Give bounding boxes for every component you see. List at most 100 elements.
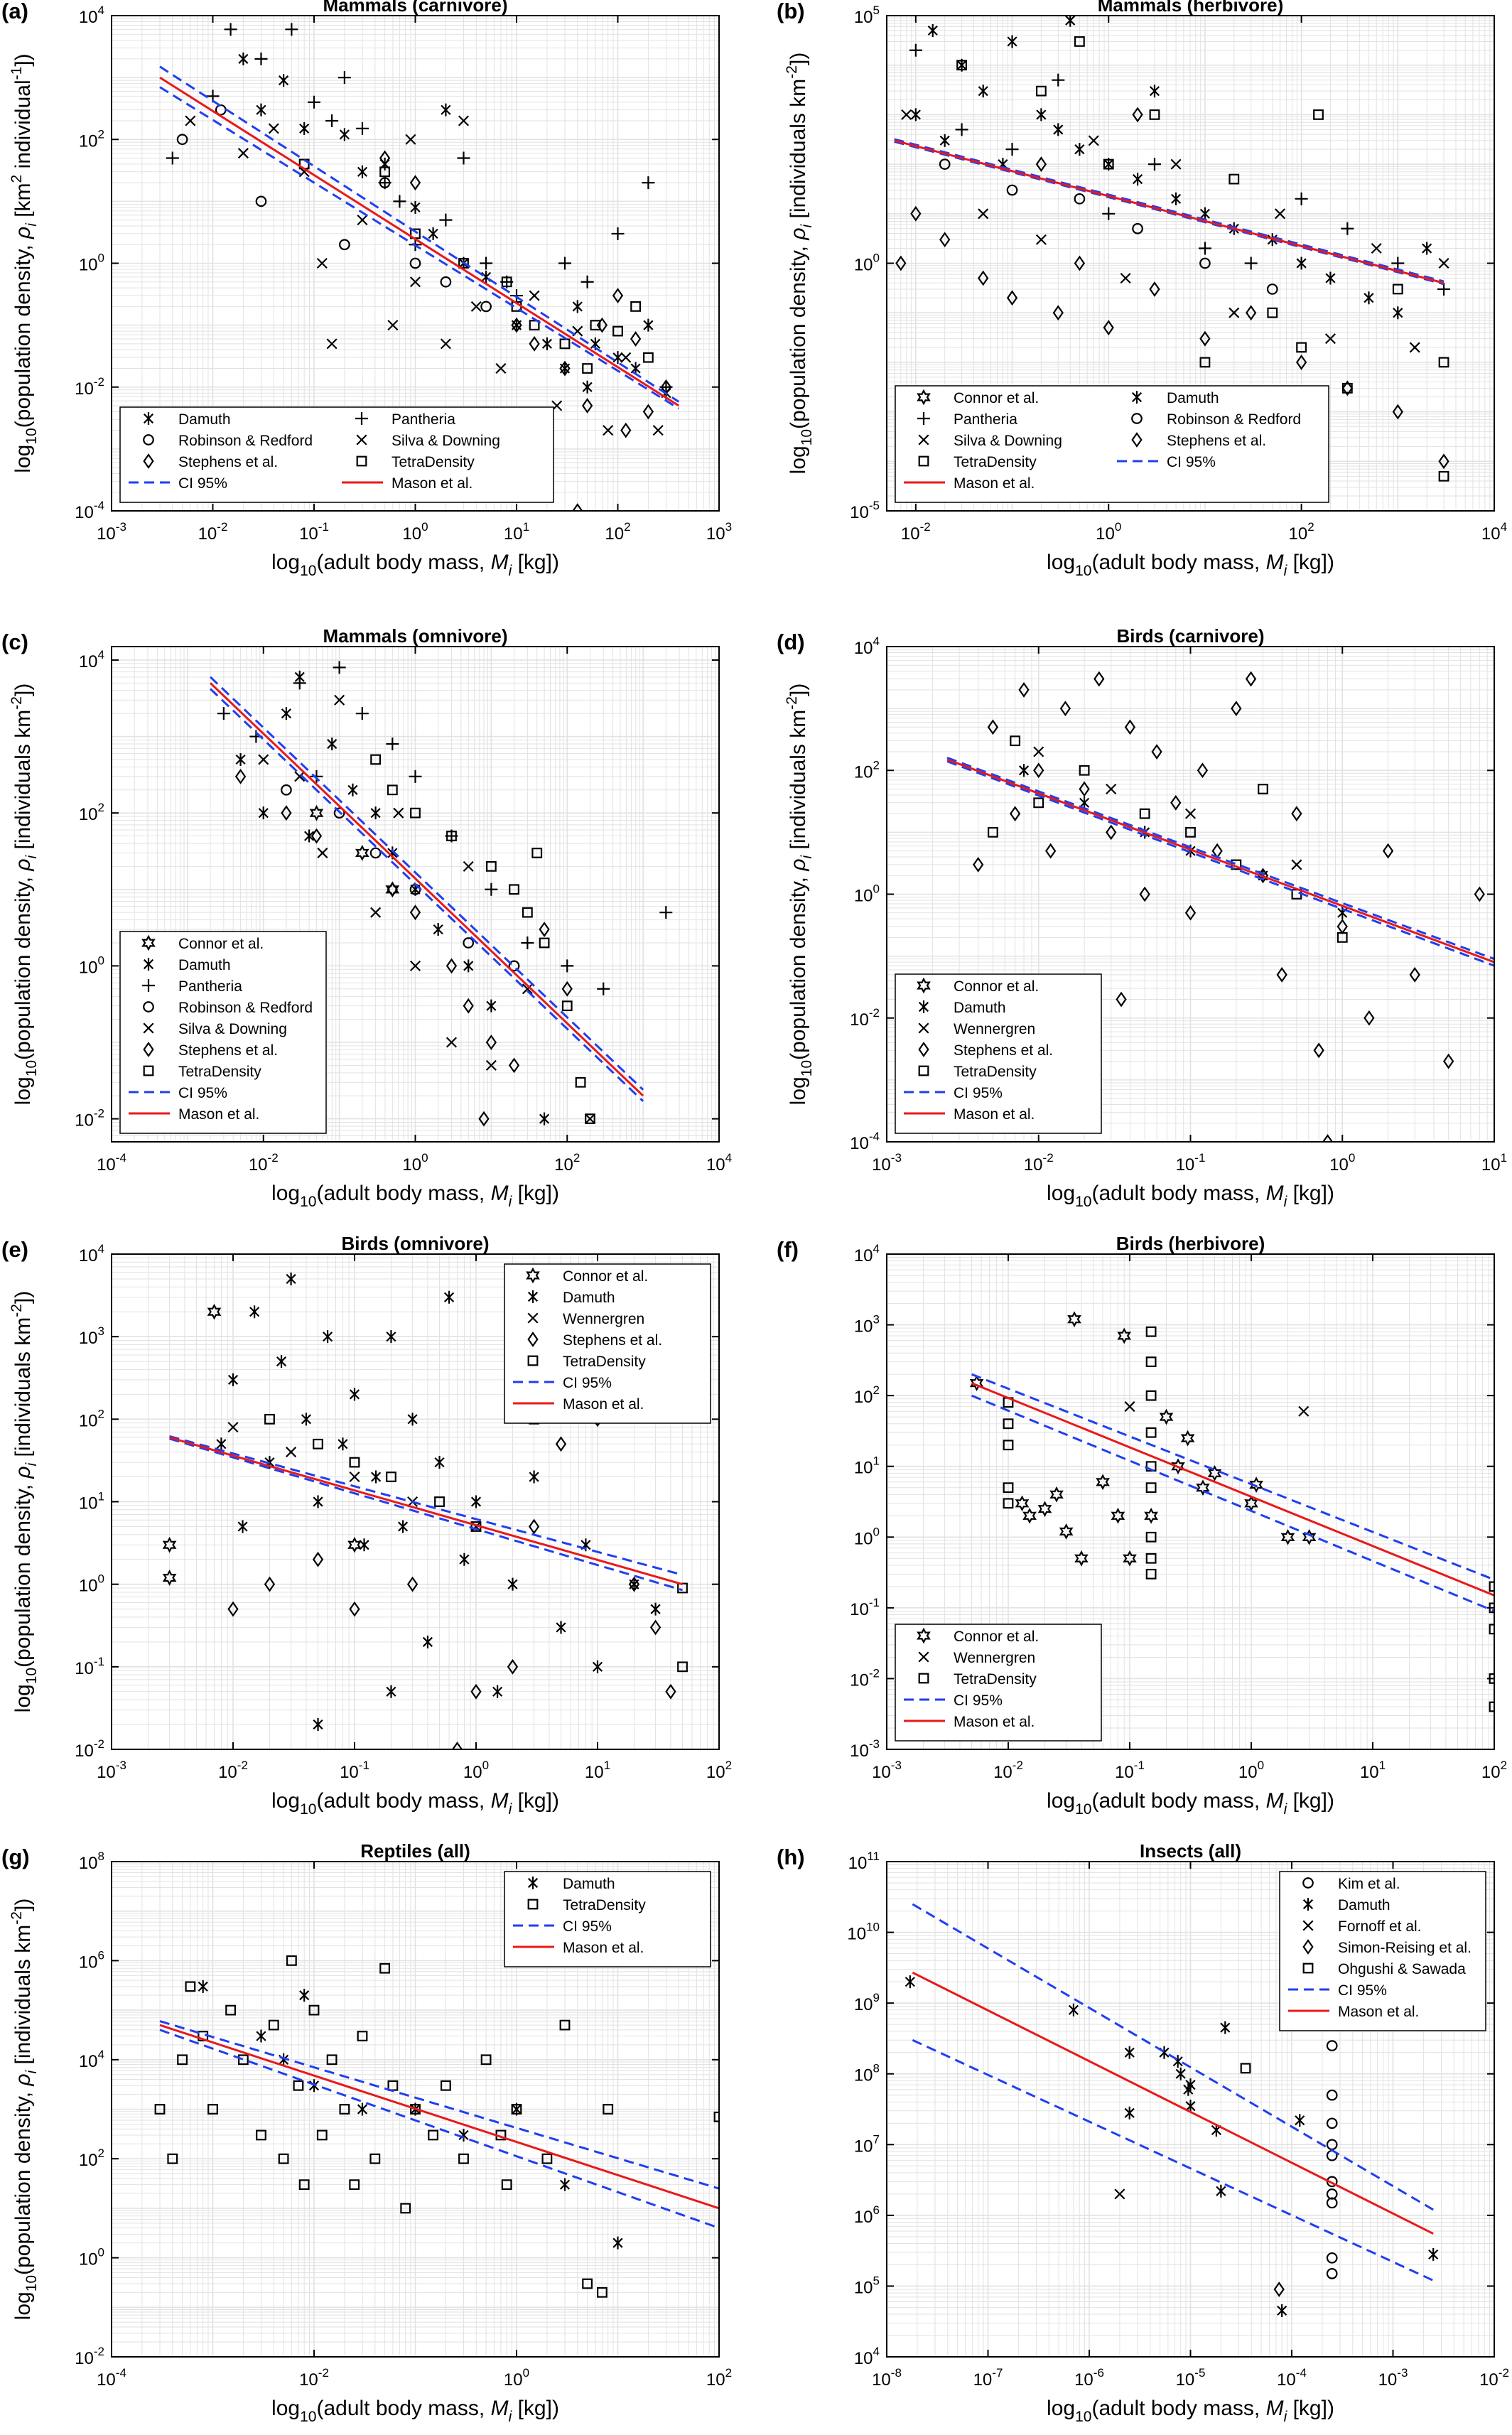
data-point xyxy=(1145,1356,1157,1368)
data-point xyxy=(1392,404,1403,420)
data-point xyxy=(357,2031,368,2041)
series-connor-et-al- xyxy=(969,1311,1317,1567)
data-point xyxy=(470,301,482,312)
data-point xyxy=(349,2179,360,2191)
data-point xyxy=(264,1413,275,1425)
data-point xyxy=(572,300,583,313)
legend-label: Pantheria xyxy=(178,978,242,995)
plot-area xyxy=(154,1955,719,2298)
data-point xyxy=(357,2102,368,2116)
ci-lower-line xyxy=(894,140,1444,286)
legend-item: Damuth xyxy=(918,1000,1006,1016)
data-point xyxy=(254,52,268,65)
panel-label: (f) xyxy=(777,1237,799,1262)
data-point xyxy=(310,770,323,783)
data-point xyxy=(279,74,289,87)
data-point xyxy=(299,122,310,135)
data-point xyxy=(580,275,594,288)
y-tick-label: 101 xyxy=(79,1490,104,1513)
data-point xyxy=(620,352,632,363)
data-point xyxy=(597,982,610,995)
y-tick-label: 102 xyxy=(79,801,104,824)
data-point xyxy=(216,1437,227,1451)
data-point xyxy=(1145,1461,1157,1472)
x-tick-label: 10-2 xyxy=(249,1151,279,1175)
data-point xyxy=(1045,843,1057,859)
chart-title: Insects (all) xyxy=(1140,1840,1241,1862)
data-point xyxy=(451,1742,463,1749)
data-point xyxy=(1296,342,1307,353)
data-point xyxy=(258,806,269,820)
data-point xyxy=(1145,1531,1157,1543)
legend-marker xyxy=(1131,413,1143,424)
data-point xyxy=(379,1962,391,1974)
data-point xyxy=(541,337,552,350)
data-point xyxy=(1258,784,1268,794)
data-point xyxy=(1132,107,1143,123)
legend-item: Robinson & Redford xyxy=(1131,411,1301,428)
legend-label: Mason et al. xyxy=(1338,2004,1419,2020)
legend-marker xyxy=(143,1065,154,1076)
data-point xyxy=(1015,1495,1030,1512)
legend-item: Mason et al. xyxy=(1288,2004,1419,2020)
ticks: 10-3 10-2 10-1 100 101 102 10-3 10-2 10-1 100 101 1… xyxy=(850,1242,1507,1782)
data-point xyxy=(443,1290,455,1304)
data-point xyxy=(256,2129,266,2141)
data-point xyxy=(585,1113,595,1125)
legend-label: Pantheria xyxy=(392,411,455,428)
x-tick-label: 10-4 xyxy=(1277,2366,1307,2390)
data-point xyxy=(1185,826,1196,838)
series-tetradensity xyxy=(956,36,1449,482)
legend-label: Silva & Downing xyxy=(954,433,1062,449)
data-point xyxy=(1124,1401,1135,1413)
data-point xyxy=(379,150,391,166)
legend-label: CI 95% xyxy=(178,475,227,492)
series-simon-reising-et-al- xyxy=(1273,2282,1285,2297)
data-point xyxy=(1273,2282,1285,2297)
legend-label: Stephens et al. xyxy=(563,1332,662,1349)
legend-label: Connor et al. xyxy=(954,978,1039,995)
data-point xyxy=(1103,158,1114,170)
y-tick-label: 100 xyxy=(854,882,880,906)
data-point xyxy=(1443,1053,1454,1069)
data-point xyxy=(1074,193,1086,205)
legend-item: TetraDensity xyxy=(527,1354,646,1370)
legend-label: Connor et al. xyxy=(954,390,1039,406)
data-point xyxy=(235,752,246,766)
legend-marker xyxy=(527,1290,539,1303)
data-point xyxy=(522,907,533,918)
ci-lower-line xyxy=(159,86,680,410)
data-point xyxy=(225,2004,236,2016)
data-point xyxy=(286,1272,296,1285)
data-point xyxy=(338,1437,348,1451)
data-point xyxy=(1074,143,1085,156)
data-point xyxy=(409,257,421,269)
data-point xyxy=(379,166,391,178)
data-point xyxy=(409,276,421,288)
legend-item: Connor et al. xyxy=(917,1627,1039,1645)
data-point xyxy=(463,998,474,1014)
data-point xyxy=(1267,307,1278,318)
data-point xyxy=(1145,1326,1157,1337)
data-point xyxy=(1033,797,1044,809)
x-tick-label: 10-4 xyxy=(97,2366,126,2390)
data-point xyxy=(1003,1418,1014,1430)
data-point xyxy=(1313,109,1324,120)
panel-label: (g) xyxy=(1,1845,30,1869)
data-point xyxy=(1231,701,1242,717)
legend-marker xyxy=(142,979,155,992)
y-tick-label: 1010 xyxy=(847,1921,880,1944)
legend-item: Silva & Downing xyxy=(143,1021,287,1037)
data-point xyxy=(313,1438,323,1449)
data-point xyxy=(1171,1458,1185,1475)
legend-label: Pantheria xyxy=(954,411,1017,428)
data-point xyxy=(677,1661,688,1673)
legend-item: TetraDensity xyxy=(918,1064,1037,1080)
legend-label: Mason et al. xyxy=(954,475,1035,492)
data-point xyxy=(440,276,452,288)
data-point xyxy=(355,122,369,135)
data-point xyxy=(386,1472,396,1482)
data-point xyxy=(1052,73,1065,87)
legend-label: TetraDensity xyxy=(954,1064,1037,1080)
data-point xyxy=(1145,1482,1157,1494)
